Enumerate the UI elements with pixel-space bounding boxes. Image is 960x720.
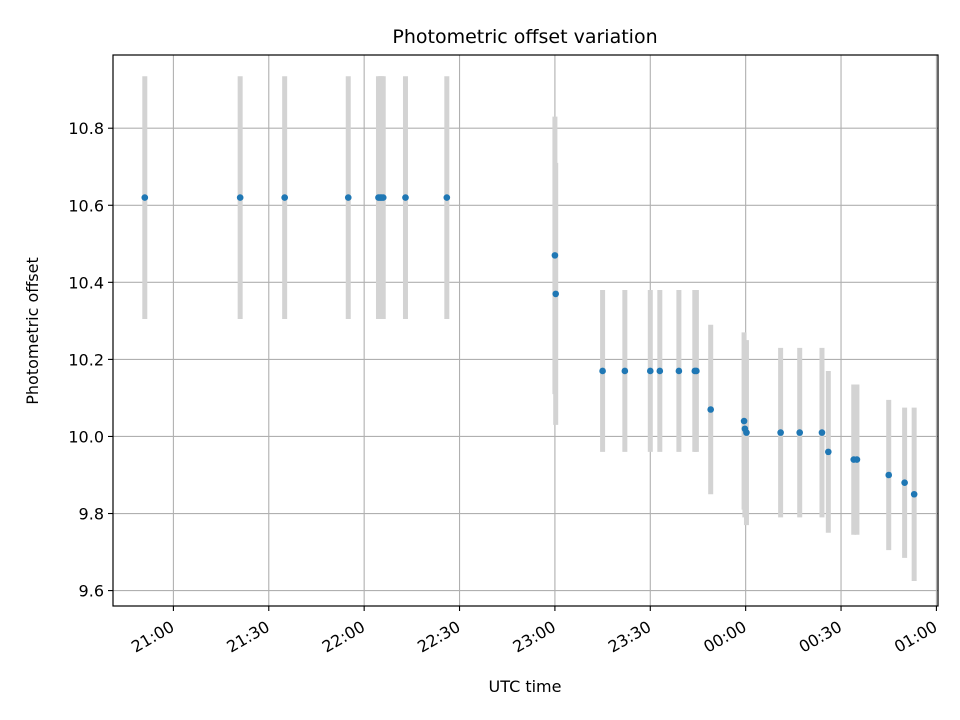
plot-frame	[112, 54, 939, 607]
data-point	[551, 252, 559, 259]
x-tick-label: 23:30	[605, 617, 654, 657]
data-point	[379, 194, 387, 201]
data-point	[743, 429, 750, 436]
x-tick-label: 22:30	[414, 617, 463, 657]
x-tick-label: 21:30	[223, 617, 272, 657]
y-tick-label: 10.4	[68, 273, 104, 292]
data-point	[818, 429, 826, 436]
data-point	[236, 194, 244, 201]
error-bars	[142, 76, 917, 581]
y-tick-label: 10.2	[68, 350, 104, 369]
data-point	[646, 367, 654, 375]
data-points	[141, 194, 918, 498]
data-point	[740, 417, 748, 425]
x-tick-label: 22:00	[319, 617, 368, 657]
data-point	[443, 194, 451, 201]
data-point	[599, 367, 606, 375]
data-point	[885, 471, 893, 479]
data-point	[402, 194, 409, 201]
data-point	[707, 406, 714, 413]
y-tick-label: 10.0	[68, 427, 104, 446]
grid	[113, 55, 938, 606]
x-axis-ticks: 21:00 21:30 22:00 22:30 23:00 23:30 00:00 00:30…	[128, 606, 940, 657]
data-point	[621, 367, 629, 375]
data-point	[693, 367, 700, 375]
y-tick-label: 9.6	[79, 582, 104, 601]
data-point	[675, 367, 683, 375]
data-point	[344, 194, 352, 201]
chart-title: Photometric offset variation	[392, 26, 657, 48]
x-tick-label: 01:00	[891, 617, 940, 657]
data-point	[825, 448, 832, 456]
data-point	[281, 194, 288, 201]
data-point	[910, 490, 918, 498]
data-point	[796, 429, 804, 436]
x-tick-label: 21:00	[128, 617, 177, 657]
y-tick-label: 9.8	[79, 505, 104, 524]
data-point	[141, 194, 149, 201]
data-point	[853, 456, 861, 463]
y-tick-label: 10.8	[68, 119, 104, 138]
data-point	[901, 479, 908, 486]
y-axis-ticks: 9.6 9.8 10.0 10.2 10.4 10.6 10.8	[68, 119, 113, 601]
y-axis-label: Photometric offset	[23, 257, 42, 405]
x-axis-label: UTC time	[489, 677, 562, 696]
x-tick-label: 00:00	[700, 617, 749, 657]
data-point	[656, 367, 664, 375]
x-tick-label: 23:00	[509, 617, 558, 657]
data-point	[552, 290, 560, 298]
x-tick-label: 00:30	[796, 617, 845, 657]
data-point	[777, 429, 784, 436]
y-tick-label: 10.6	[68, 196, 104, 215]
